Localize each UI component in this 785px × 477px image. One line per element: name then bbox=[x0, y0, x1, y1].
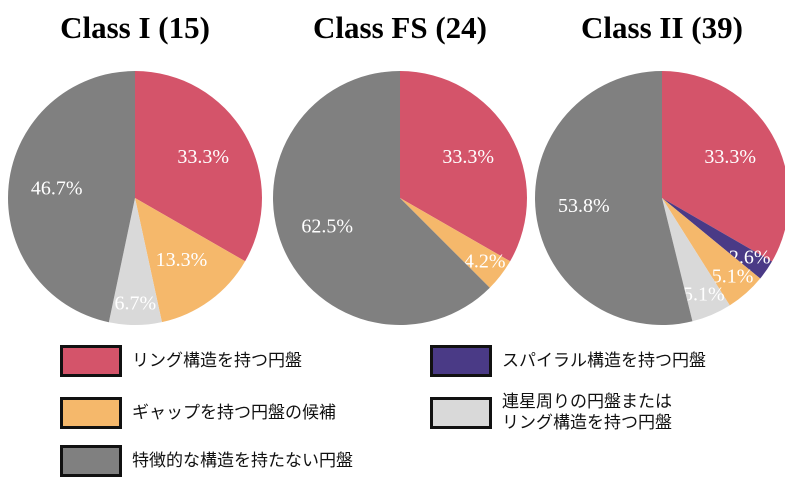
legend-swatch bbox=[430, 345, 492, 377]
value-label: 62.5% bbox=[301, 216, 353, 238]
value-label: 6.7% bbox=[114, 292, 156, 314]
value-label: 53.8% bbox=[558, 195, 610, 217]
legend-swatch bbox=[60, 397, 122, 429]
legend-label: スパイラル構造を持つ円盤 bbox=[502, 350, 706, 371]
value-label: 13.3% bbox=[156, 249, 208, 271]
value-label: 5.1% bbox=[712, 266, 754, 288]
chart-title: Class II (39) bbox=[581, 10, 743, 45]
value-label: 33.3% bbox=[442, 146, 494, 168]
pie-slice bbox=[135, 198, 246, 323]
pie-slice bbox=[108, 198, 162, 326]
legend-label: ギャップを持つ円盤の候補 bbox=[132, 402, 336, 423]
pie-slice bbox=[662, 198, 772, 279]
legend-swatch bbox=[430, 397, 492, 429]
legend-swatch bbox=[60, 345, 122, 377]
pie-slice bbox=[535, 71, 693, 325]
pie-slice bbox=[272, 71, 490, 325]
pie-slice bbox=[662, 71, 785, 262]
chart-title: Class I (15) bbox=[60, 10, 210, 45]
legend-swatch bbox=[60, 445, 122, 477]
value-label: 4.2% bbox=[464, 250, 506, 272]
pie-slice bbox=[400, 198, 511, 288]
pie-slice bbox=[662, 198, 730, 322]
value-label: 33.3% bbox=[704, 146, 756, 168]
legend-label: リング構造を持つ円盤 bbox=[132, 350, 302, 371]
value-label: 33.3% bbox=[177, 146, 229, 168]
value-label: 46.7% bbox=[31, 177, 83, 199]
legend-label: 連星周りの円盤または リング構造を持つ円盤 bbox=[502, 392, 672, 433]
pie-slice bbox=[662, 198, 761, 306]
legend-label: 特徴的な構造を持たない円盤 bbox=[132, 450, 353, 471]
chart-title: Class FS (24) bbox=[313, 10, 487, 45]
pie-slice bbox=[135, 71, 262, 262]
pie-slice bbox=[400, 71, 527, 262]
pie-slice bbox=[8, 71, 135, 323]
value-label: 5.1% bbox=[683, 284, 725, 306]
